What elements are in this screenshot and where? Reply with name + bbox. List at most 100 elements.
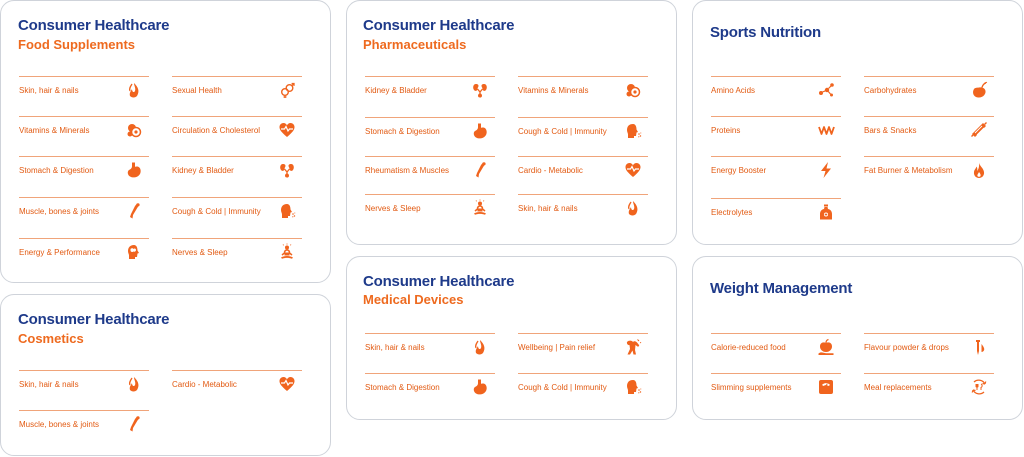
item-label: Calorie-reduced food xyxy=(711,343,786,352)
stomach-icon xyxy=(471,122,489,140)
meditation-icon xyxy=(471,199,489,217)
card-title: Consumer Healthcare xyxy=(18,17,170,34)
item-cough-cold-immunity[interactable]: Cough & Cold | Immunity xyxy=(518,373,648,413)
bone-icon xyxy=(125,202,143,220)
item-label: Slimming supplements xyxy=(711,383,792,392)
card-subtitle: Pharmaceuticals xyxy=(363,37,467,52)
item-amino-acids[interactable]: Amino Acids xyxy=(711,76,841,116)
item-rheumatism-muscles[interactable]: Rheumatism & Muscles xyxy=(365,156,495,196)
item-label: Circulation & Cholesterol xyxy=(172,126,261,135)
item-circulation-cholesterol[interactable]: Circulation & Cholesterol xyxy=(172,116,302,156)
kidney-icon xyxy=(278,161,296,179)
fire-icon xyxy=(970,161,988,179)
item-label: Stomach & Digestion xyxy=(19,166,94,175)
item-cough-cold-immunity[interactable]: Cough & Cold | Immunity xyxy=(172,197,302,237)
item-muscle-bones-joints[interactable]: Muscle, bones & joints xyxy=(19,197,149,237)
card-weight-management: Weight Management Calorie-reduced food F… xyxy=(692,256,1023,420)
card-title: Consumer Healthcare xyxy=(363,273,515,290)
stomach-icon xyxy=(471,378,489,396)
item-vitamins-minerals[interactable]: Vitamins & Minerals xyxy=(19,116,149,156)
item-calorie-reduced-food[interactable]: Calorie-reduced food xyxy=(711,333,841,373)
pills-icon xyxy=(624,81,642,99)
item-label: Cardio - Metabolic xyxy=(172,380,237,389)
item-label: Muscle, bones & joints xyxy=(19,420,100,429)
item-fat-burner-metabolism[interactable]: Fat Burner & Metabolism xyxy=(864,156,994,196)
card-pharmaceuticals: Consumer Healthcare Pharmaceuticals Kidn… xyxy=(346,0,677,245)
item-kidney-bladder[interactable]: Kidney & Bladder xyxy=(172,156,302,196)
card-title: Consumer Healthcare xyxy=(363,17,515,34)
cough-head-icon xyxy=(624,122,642,140)
item-label: Meal replacements xyxy=(864,383,932,392)
item-proteins[interactable]: Proteins xyxy=(711,116,841,156)
card-cosmetics: Consumer Healthcare Cosmetics Skin, hair… xyxy=(0,294,331,456)
flame-leaf-icon xyxy=(471,338,489,356)
item-skin-hair-nails[interactable]: Skin, hair & nails xyxy=(365,333,495,373)
item-label: Cough & Cold | Immunity xyxy=(518,383,607,392)
item-label: Rheumatism & Muscles xyxy=(365,166,450,175)
meal-cycle-icon xyxy=(970,378,988,396)
item-label: Kidney & Bladder xyxy=(365,86,427,95)
item-flavour-powder-drops[interactable]: Flavour powder & drops xyxy=(864,333,994,373)
item-label: Nerves & Sleep xyxy=(365,204,421,213)
card-title: Weight Management xyxy=(710,280,853,297)
item-wellbeing-pain-relief[interactable]: Wellbeing | Pain relief xyxy=(518,333,648,373)
item-energy-booster[interactable]: Energy Booster xyxy=(711,156,841,196)
item-label: Muscle, bones & joints xyxy=(19,207,100,216)
item-muscle-bones-joints[interactable]: Muscle, bones & joints xyxy=(19,410,149,450)
protein-chain-icon xyxy=(817,121,835,139)
item-stomach-digestion[interactable]: Stomach & Digestion xyxy=(365,117,495,157)
kidney-icon xyxy=(471,81,489,99)
item-kidney-bladder[interactable]: Kidney & Bladder xyxy=(365,76,495,116)
item-skin-hair-nails[interactable]: Skin, hair & nails xyxy=(518,194,648,234)
heart-pulse-icon xyxy=(278,375,296,393)
item-label: Stomach & Digestion xyxy=(365,383,440,392)
item-stomach-digestion[interactable]: Stomach & Digestion xyxy=(19,156,149,196)
cough-head-icon xyxy=(624,378,642,396)
flame-leaf-icon xyxy=(624,199,642,217)
snack-bar-icon xyxy=(970,121,988,139)
card-sports-nutrition: Sports Nutrition Amino Acids Carbohydrat… xyxy=(692,0,1023,245)
item-cardio-metabolic[interactable]: Cardio - Metabolic xyxy=(518,156,648,196)
item-nerves-sleep[interactable]: Nerves & Sleep xyxy=(365,194,495,234)
item-vitamins-minerals[interactable]: Vitamins & Minerals xyxy=(518,76,648,116)
item-label: Wellbeing | Pain relief xyxy=(518,343,596,352)
item-label: Cardio - Metabolic xyxy=(518,166,583,175)
item-sexual-health[interactable]: Sexual Health xyxy=(172,76,302,116)
item-energy-performance[interactable]: Energy & Performance xyxy=(19,238,149,278)
item-stomach-digestion[interactable]: Stomach & Digestion xyxy=(365,373,495,413)
item-label: Cough & Cold | Immunity xyxy=(518,127,607,136)
item-label: Stomach & Digestion xyxy=(365,127,440,136)
item-meal-replacements[interactable]: Meal replacements xyxy=(864,373,994,413)
lightning-icon xyxy=(817,161,835,179)
item-electrolytes[interactable]: Electrolytes xyxy=(711,198,841,238)
molecule-icon xyxy=(817,81,835,99)
apple-hand-icon xyxy=(817,338,835,356)
item-slimming-supplements[interactable]: Slimming supplements xyxy=(711,373,841,413)
stomach-icon xyxy=(125,161,143,179)
item-carbohydrates[interactable]: Carbohydrates xyxy=(864,76,994,116)
cough-head-icon xyxy=(278,202,296,220)
item-label: Skin, hair & nails xyxy=(19,86,79,95)
heart-pulse-icon xyxy=(624,161,642,179)
item-label: Amino Acids xyxy=(711,86,756,95)
item-nerves-sleep[interactable]: Nerves & Sleep xyxy=(172,238,302,278)
item-label: Sexual Health xyxy=(172,86,222,95)
item-cardio-metabolic[interactable]: Cardio - Metabolic xyxy=(172,370,302,410)
scale-icon xyxy=(817,378,835,396)
item-skin-hair-nails[interactable]: Skin, hair & nails xyxy=(19,370,149,410)
item-cough-cold-immunity[interactable]: Cough & Cold | Immunity xyxy=(518,117,648,157)
item-label: Carbohydrates xyxy=(864,86,917,95)
card-subtitle: Food Supplements xyxy=(18,37,135,52)
bottle-icon xyxy=(817,203,835,221)
item-bars-snacks[interactable]: Bars & Snacks xyxy=(864,116,994,156)
sweet-potato-icon xyxy=(970,81,988,99)
card-food-supplements: Consumer Healthcare Food Supplements Ski… xyxy=(0,0,331,283)
item-label: Cough & Cold | Immunity xyxy=(172,207,261,216)
item-skin-hair-nails[interactable]: Skin, hair & nails xyxy=(19,76,149,116)
card-subtitle: Medical Devices xyxy=(363,292,464,307)
flame-leaf-icon xyxy=(125,81,143,99)
pain-relief-icon xyxy=(624,338,642,356)
flame-leaf-icon xyxy=(125,375,143,393)
item-label: Energy Booster xyxy=(711,166,767,175)
brain-head-icon xyxy=(125,243,143,261)
